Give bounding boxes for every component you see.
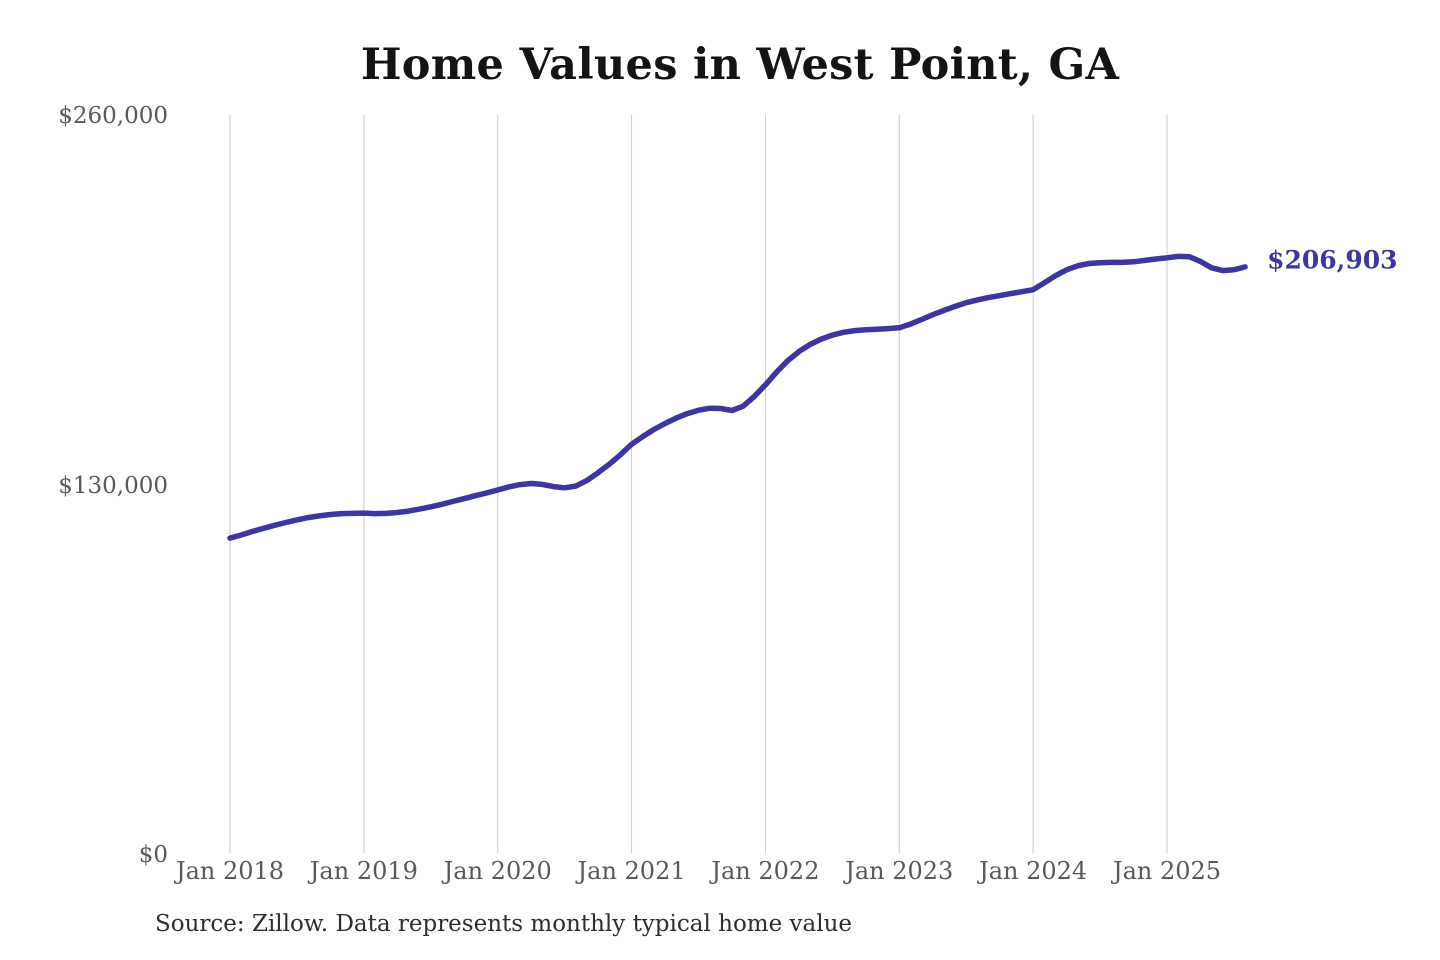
x-tick-jan-2019: Jan 2019 (309, 857, 418, 885)
source-note: Source: Zillow. Data represents monthly … (155, 911, 853, 937)
latest-value-label: $206,903 (1267, 245, 1398, 275)
x-tick-jan-2020: Jan 2020 (443, 857, 552, 885)
x-tick-jan-2022: Jan 2022 (711, 857, 820, 885)
x-tick-jan-2025: Jan 2025 (1112, 857, 1222, 885)
x-tick-jan-2024: Jan 2024 (979, 857, 1088, 885)
home-value-line-series (227, 253, 1248, 541)
x-tick-jan-2021: Jan 2021 (577, 857, 686, 885)
y-tick-130000: $130,000 (58, 472, 168, 499)
vertical-gridlines (229, 115, 1168, 853)
chart-title: Home Values in West Point, GA (360, 40, 1120, 90)
y-tick-0: $0 (138, 842, 168, 868)
x-tick-jan-2018: Jan 2018 (175, 857, 285, 885)
x-tick-jan-2023: Jan 2023 (845, 857, 954, 885)
y-tick-260000: $260,000 (58, 103, 168, 129)
